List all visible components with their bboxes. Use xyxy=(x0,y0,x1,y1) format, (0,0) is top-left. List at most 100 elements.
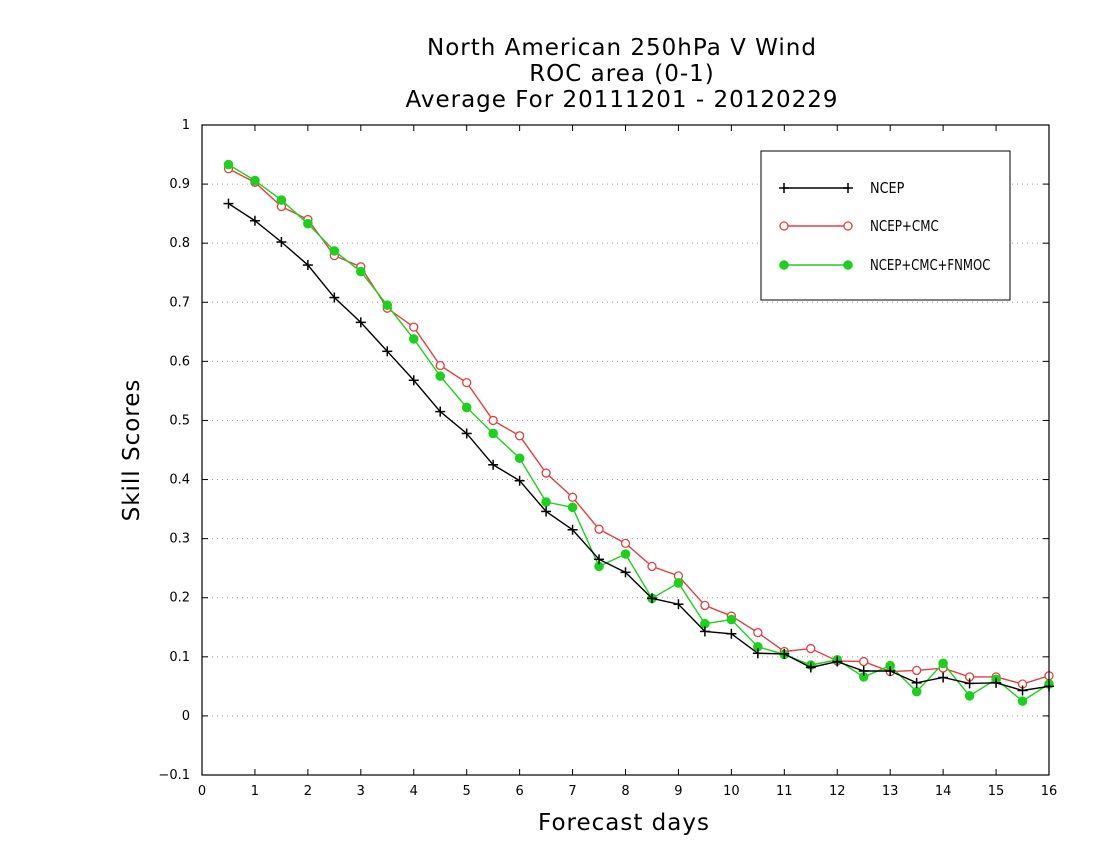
legend-marker-ncep xyxy=(779,183,789,193)
data-point-ncep xyxy=(329,292,340,303)
y-tick-label: 0.4 xyxy=(169,473,190,488)
data-point-ncep xyxy=(885,666,896,676)
data-point-ncep xyxy=(223,198,234,209)
data-point-ncep-cmc-fnmoc xyxy=(1017,696,1028,706)
x-tick-label: 6 xyxy=(515,784,523,799)
data-point-ncep-cmc-fnmoc xyxy=(567,502,578,513)
legend-label-ncep: NCEP xyxy=(870,179,904,197)
x-tick-label: 16 xyxy=(1041,784,1058,799)
data-point-ncep xyxy=(461,428,472,439)
data-point-ncep xyxy=(382,346,393,357)
data-point-ncep xyxy=(964,678,975,689)
data-point-ncep xyxy=(805,662,816,673)
x-tick-label: 11 xyxy=(776,784,793,799)
data-point-ncep xyxy=(646,593,657,604)
legend-marker-ncep xyxy=(843,183,853,193)
y-axis-label: Skill Scores xyxy=(119,378,145,522)
axes: −0.100.10.20.30.40.50.60.70.80.910 1 2 3 4 5 6… xyxy=(158,118,1057,799)
data-point-ncep-cmc xyxy=(859,656,869,667)
data-point-ncep-cmc-fnmoc xyxy=(964,691,975,701)
data-point-ncep-cmc xyxy=(541,468,551,478)
x-tick-label: 7 xyxy=(568,784,576,799)
x-tick-label: 4 xyxy=(410,784,418,799)
data-point-ncep xyxy=(514,475,525,486)
data-point-ncep xyxy=(832,656,843,667)
data-point-ncep-cmc-fnmoc xyxy=(620,549,631,559)
x-tick-label: 14 xyxy=(935,784,952,799)
y-tick-label: 0.2 xyxy=(169,591,190,606)
data-point-ncep-cmc-fnmoc xyxy=(461,402,472,413)
data-point-ncep xyxy=(488,459,499,470)
data-point-ncep xyxy=(435,406,446,417)
data-point-ncep xyxy=(673,599,684,610)
data-point-ncep-cmc-fnmoc xyxy=(435,371,446,381)
x-tick-label: 5 xyxy=(463,784,471,799)
data-point-ncep-cmc xyxy=(409,322,419,332)
data-point-ncep xyxy=(726,628,737,639)
data-point-ncep-cmc xyxy=(647,561,657,572)
y-tick-label: 0.3 xyxy=(169,532,190,547)
data-point-ncep-cmc-fnmoc xyxy=(303,218,313,229)
legend-marker-ncep-cmc xyxy=(843,221,853,231)
data-point-ncep-cmc xyxy=(488,415,498,426)
legend-label-ncep-cmc-fnmoc: NCEP+CMC+FNMOC xyxy=(870,256,990,274)
x-tick-label: 3 xyxy=(357,784,365,799)
series-line-ncep xyxy=(228,203,1050,692)
data-point-ncep-cmc-fnmoc xyxy=(250,175,260,186)
y-tick-label: 0.8 xyxy=(169,236,190,251)
data-point-ncep-cmc xyxy=(753,627,763,638)
data-point-ncep xyxy=(911,677,922,688)
data-point-ncep xyxy=(752,648,763,659)
data-point-ncep xyxy=(541,506,552,517)
series-line-ncep-cmc-fnmoc xyxy=(228,163,1050,703)
data-point-ncep xyxy=(779,648,790,659)
data-point-ncep xyxy=(302,260,313,271)
data-point-ncep-cmc xyxy=(567,492,578,502)
x-tick-label: 9 xyxy=(674,784,682,799)
x-tick-label: 12 xyxy=(829,784,846,799)
chart-title-line-1: North American 250hPa V Wind xyxy=(427,35,817,61)
x-tick-label: 15 xyxy=(988,784,1005,799)
data-point-ncep-cmc xyxy=(806,643,816,654)
legend-label-ncep-cmc: NCEP+CMC xyxy=(870,217,939,235)
legend-marker-ncep-cmc-fnmoc xyxy=(843,260,853,270)
x-tick-label: 8 xyxy=(621,784,629,799)
x-tick-label: 1 xyxy=(251,784,259,799)
data-point-ncep-cmc xyxy=(912,665,922,676)
y-tick-label: 0.7 xyxy=(169,295,190,310)
data-point-ncep-cmc xyxy=(700,600,710,611)
data-point-ncep-cmc xyxy=(514,431,525,441)
data-point-ncep xyxy=(355,317,366,328)
y-tick-label: −0.1 xyxy=(158,768,190,783)
data-point-ncep-cmc-fnmoc xyxy=(356,266,366,277)
data-point-ncep xyxy=(1017,685,1028,696)
data-point-ncep-cmc xyxy=(594,524,604,534)
x-tick-label: 13 xyxy=(882,784,899,799)
legend: NCEP NCEP+CMC NCEP+CMC+FNMOC xyxy=(760,150,1011,301)
legend-marker-ncep-cmc-fnmoc xyxy=(779,260,789,270)
data-point-ncep-cmc xyxy=(435,360,445,371)
data-point-ncep-cmc-fnmoc xyxy=(276,195,287,205)
data-point-ncep-cmc-fnmoc xyxy=(223,159,234,170)
legend-marker-ncep-cmc xyxy=(779,221,789,231)
y-tick-label: 0.9 xyxy=(169,177,190,192)
data-point-ncep-cmc xyxy=(620,538,631,549)
data-point-ncep-cmc-fnmoc xyxy=(408,334,419,344)
data-point-ncep-cmc-fnmoc xyxy=(726,614,737,625)
data-point-ncep-cmc-fnmoc xyxy=(911,686,922,697)
data-point-ncep-cmc-fnmoc xyxy=(673,578,684,588)
data-point-ncep xyxy=(699,626,710,637)
data-point-ncep xyxy=(408,375,419,386)
data-point-ncep-cmc xyxy=(462,377,472,388)
x-tick-label: 10 xyxy=(723,784,740,799)
data-point-ncep xyxy=(276,237,287,247)
y-tick-label: 1 xyxy=(182,118,190,133)
data-point-ncep xyxy=(938,672,949,683)
y-tick-label: 0.6 xyxy=(169,354,190,369)
data-point-ncep xyxy=(594,554,605,565)
data-point-ncep xyxy=(567,524,578,535)
data-point-ncep xyxy=(991,677,1002,688)
chart-title-line-2: ROC area (0-1) xyxy=(529,61,715,87)
data-point-ncep-cmc-fnmoc xyxy=(541,497,551,507)
